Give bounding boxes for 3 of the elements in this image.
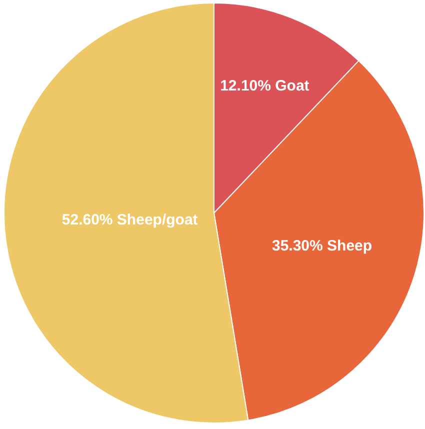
slice-label: 35.30% Sheep xyxy=(272,238,372,255)
slice-label: 12.10% Goat xyxy=(220,78,310,95)
slice-label: 52.60% Sheep/goat xyxy=(62,211,198,228)
